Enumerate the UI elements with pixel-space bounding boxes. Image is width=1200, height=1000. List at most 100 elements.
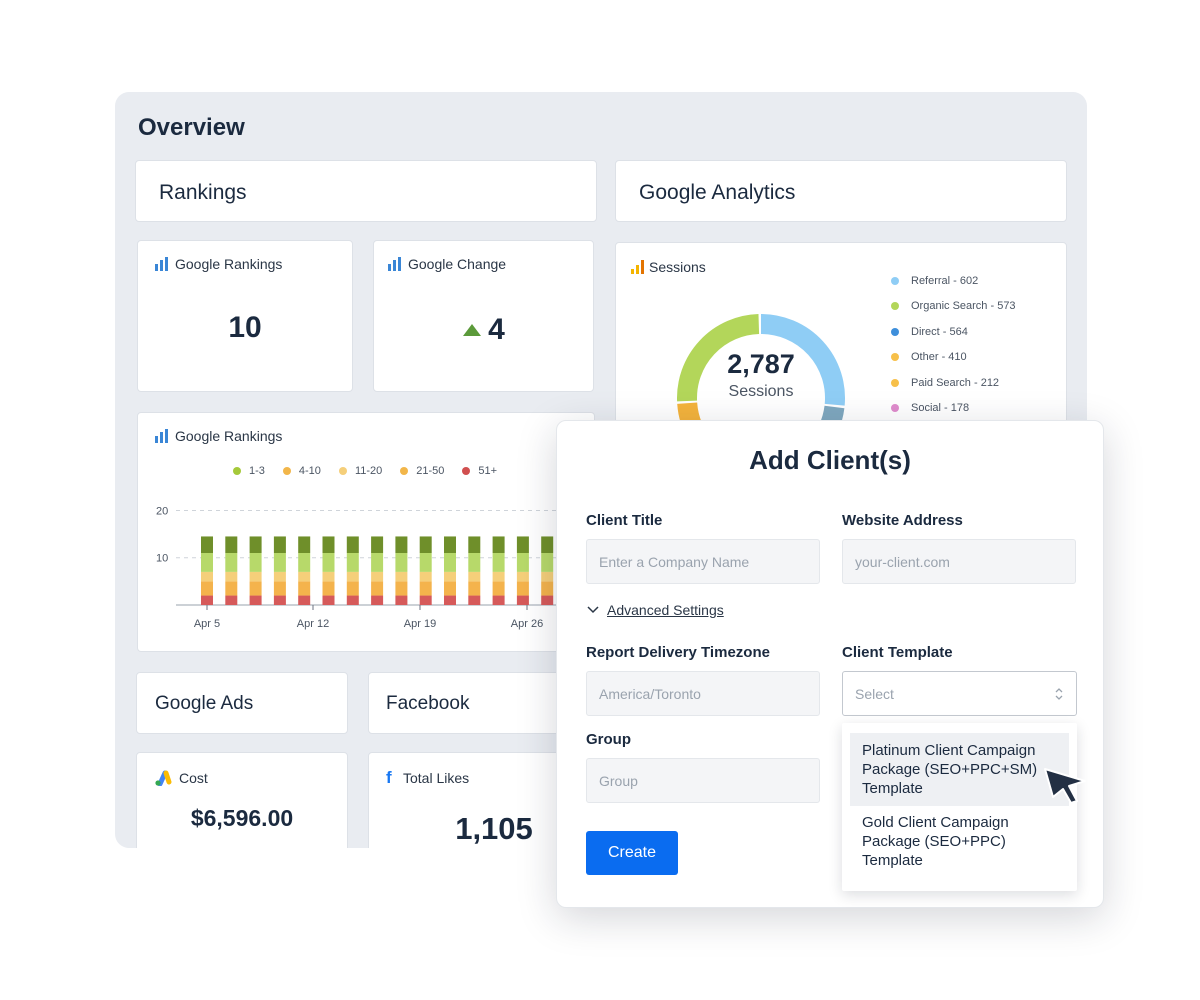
- bar-segment: [225, 536, 238, 553]
- widget-title: f Total Likes: [386, 768, 470, 787]
- bar-segment: [346, 581, 359, 596]
- bar-segment: [322, 581, 335, 596]
- group-input[interactable]: [586, 758, 820, 803]
- client-template-label: Client Template: [842, 644, 953, 661]
- bar-segment: [444, 595, 456, 605]
- bar-segment: [492, 581, 505, 596]
- google-ads-cost-widget[interactable]: Cost $6,596.00: [136, 752, 348, 848]
- google-ads-title: Google Ads: [155, 693, 254, 714]
- bar-segment: [298, 581, 311, 596]
- bar-segment: [516, 536, 529, 553]
- widget-title: Google Change: [388, 256, 506, 272]
- legend-dot: [891, 404, 899, 413]
- timezone-input[interactable]: [586, 671, 820, 716]
- google-rankings-widget[interactable]: Google Rankings 10: [137, 240, 353, 392]
- advanced-settings-link[interactable]: Advanced Settings: [607, 602, 724, 618]
- bar-segment: [322, 571, 335, 582]
- sessions-total: 2,787: [727, 349, 795, 379]
- widget-title: Sessions: [631, 259, 706, 275]
- legend-item: 1-3: [233, 465, 265, 477]
- legend-item: Direct - 564: [891, 319, 1016, 345]
- bar-segment: [371, 536, 384, 553]
- bar-segment: [346, 571, 359, 582]
- bar-segment: [516, 581, 529, 596]
- select-arrows-icon: [1055, 687, 1063, 700]
- legend-item: 4-10: [282, 465, 321, 477]
- sessions-total-label: Sessions: [728, 383, 794, 400]
- google-change-widget[interactable]: Google Change 4: [373, 240, 594, 392]
- trend-up-icon: [463, 324, 482, 336]
- bar-segment: [395, 581, 408, 596]
- analytics-title: Google Analytics: [639, 181, 796, 204]
- legend-dot: [891, 378, 899, 387]
- legend-dot: [282, 467, 291, 475]
- bar-segment: [395, 595, 408, 605]
- x-tick-label: Apr 12: [297, 618, 329, 630]
- bar-segment: [395, 553, 408, 572]
- bar-segment: [444, 571, 456, 582]
- legend-dot: [462, 467, 471, 475]
- bar-segment: [201, 595, 213, 605]
- rankings-bar-chart: 10 20 Apr 5 Apr 12 Apr 19 Apr 26: [156, 505, 578, 630]
- bar-segment: [201, 553, 213, 572]
- bar-segment: [541, 581, 554, 596]
- bar-segment: [346, 536, 359, 553]
- bar-segment: [492, 553, 505, 572]
- client-title-label: Client Title: [586, 512, 663, 529]
- bar-segment: [541, 571, 554, 582]
- create-button[interactable]: Create: [586, 831, 678, 875]
- bar-segment: [468, 553, 481, 572]
- sessions-legend: Referral - 602 Organic Search - 573 Dire…: [891, 268, 1016, 421]
- client-template-select[interactable]: Select: [842, 671, 1077, 716]
- bar-segment: [298, 536, 311, 553]
- bar-segment: [541, 595, 554, 605]
- facebook-likes-widget[interactable]: f Total Likes 1,105: [368, 752, 580, 848]
- bar-segment: [273, 581, 286, 596]
- advanced-settings-toggle[interactable]: Advanced Settings: [587, 602, 724, 618]
- bar-segment: [492, 595, 505, 605]
- bar-segment: [468, 536, 481, 553]
- overview-title: Overview: [138, 114, 245, 141]
- bar-segment: [444, 581, 456, 596]
- facebook-section-header: Facebook: [368, 672, 580, 734]
- legend-item: Organic Search - 573: [891, 294, 1016, 320]
- bar-segment: [444, 553, 456, 572]
- bar-segment: [249, 595, 262, 605]
- google-ads-icon: [155, 770, 172, 786]
- widget-title: Google Rankings: [155, 256, 282, 272]
- bar-segment: [346, 553, 359, 572]
- bar-segment: [322, 536, 335, 553]
- bar-segment: [516, 553, 529, 572]
- template-option-platinum[interactable]: Platinum Client Campaign Package (SEO+PP…: [850, 733, 1069, 806]
- bar-segment: [395, 536, 408, 553]
- bar-segment: [444, 536, 456, 553]
- legend-item: Referral - 602: [891, 268, 1016, 294]
- chevron-down-icon: [587, 606, 599, 614]
- bar-segment: [468, 595, 481, 605]
- bar-segment: [516, 571, 529, 582]
- bar-segment: [516, 595, 529, 605]
- x-tick-label: Apr 5: [194, 618, 220, 630]
- bar-segment: [322, 595, 335, 605]
- rankings-chart-widget[interactable]: Google Rankings 1-3 4-10 11-20 21-50 51+…: [137, 412, 595, 652]
- y-tick-label: 20: [156, 505, 168, 517]
- rankings-title: Rankings: [159, 181, 247, 204]
- website-address-input[interactable]: [842, 539, 1076, 584]
- add-client-dialog: Add Client(s) Client Title Website Addre…: [556, 420, 1104, 908]
- bar-segment: [468, 571, 481, 582]
- bar-segment: [249, 581, 262, 596]
- sessions-widget[interactable]: Sessions 2,787 Sessions Referral - 602 O…: [615, 242, 1067, 442]
- bar-segment: [371, 595, 384, 605]
- legend-dot: [338, 467, 347, 475]
- client-title-input[interactable]: [586, 539, 820, 584]
- bar-segment: [492, 536, 505, 553]
- bar-segment: [225, 553, 238, 572]
- legend-item: Other - 410: [891, 345, 1016, 371]
- analytics-icon: [631, 260, 644, 274]
- bar-segment: [419, 536, 432, 553]
- analytics-section-header: Google Analytics: [615, 160, 1067, 222]
- legend-item: 21-50: [400, 465, 444, 477]
- bar-segment: [298, 571, 311, 582]
- template-option-gold[interactable]: Gold Client Campaign Package (SEO+PPC) T…: [862, 814, 1009, 869]
- x-tick-label: Apr 19: [404, 618, 436, 630]
